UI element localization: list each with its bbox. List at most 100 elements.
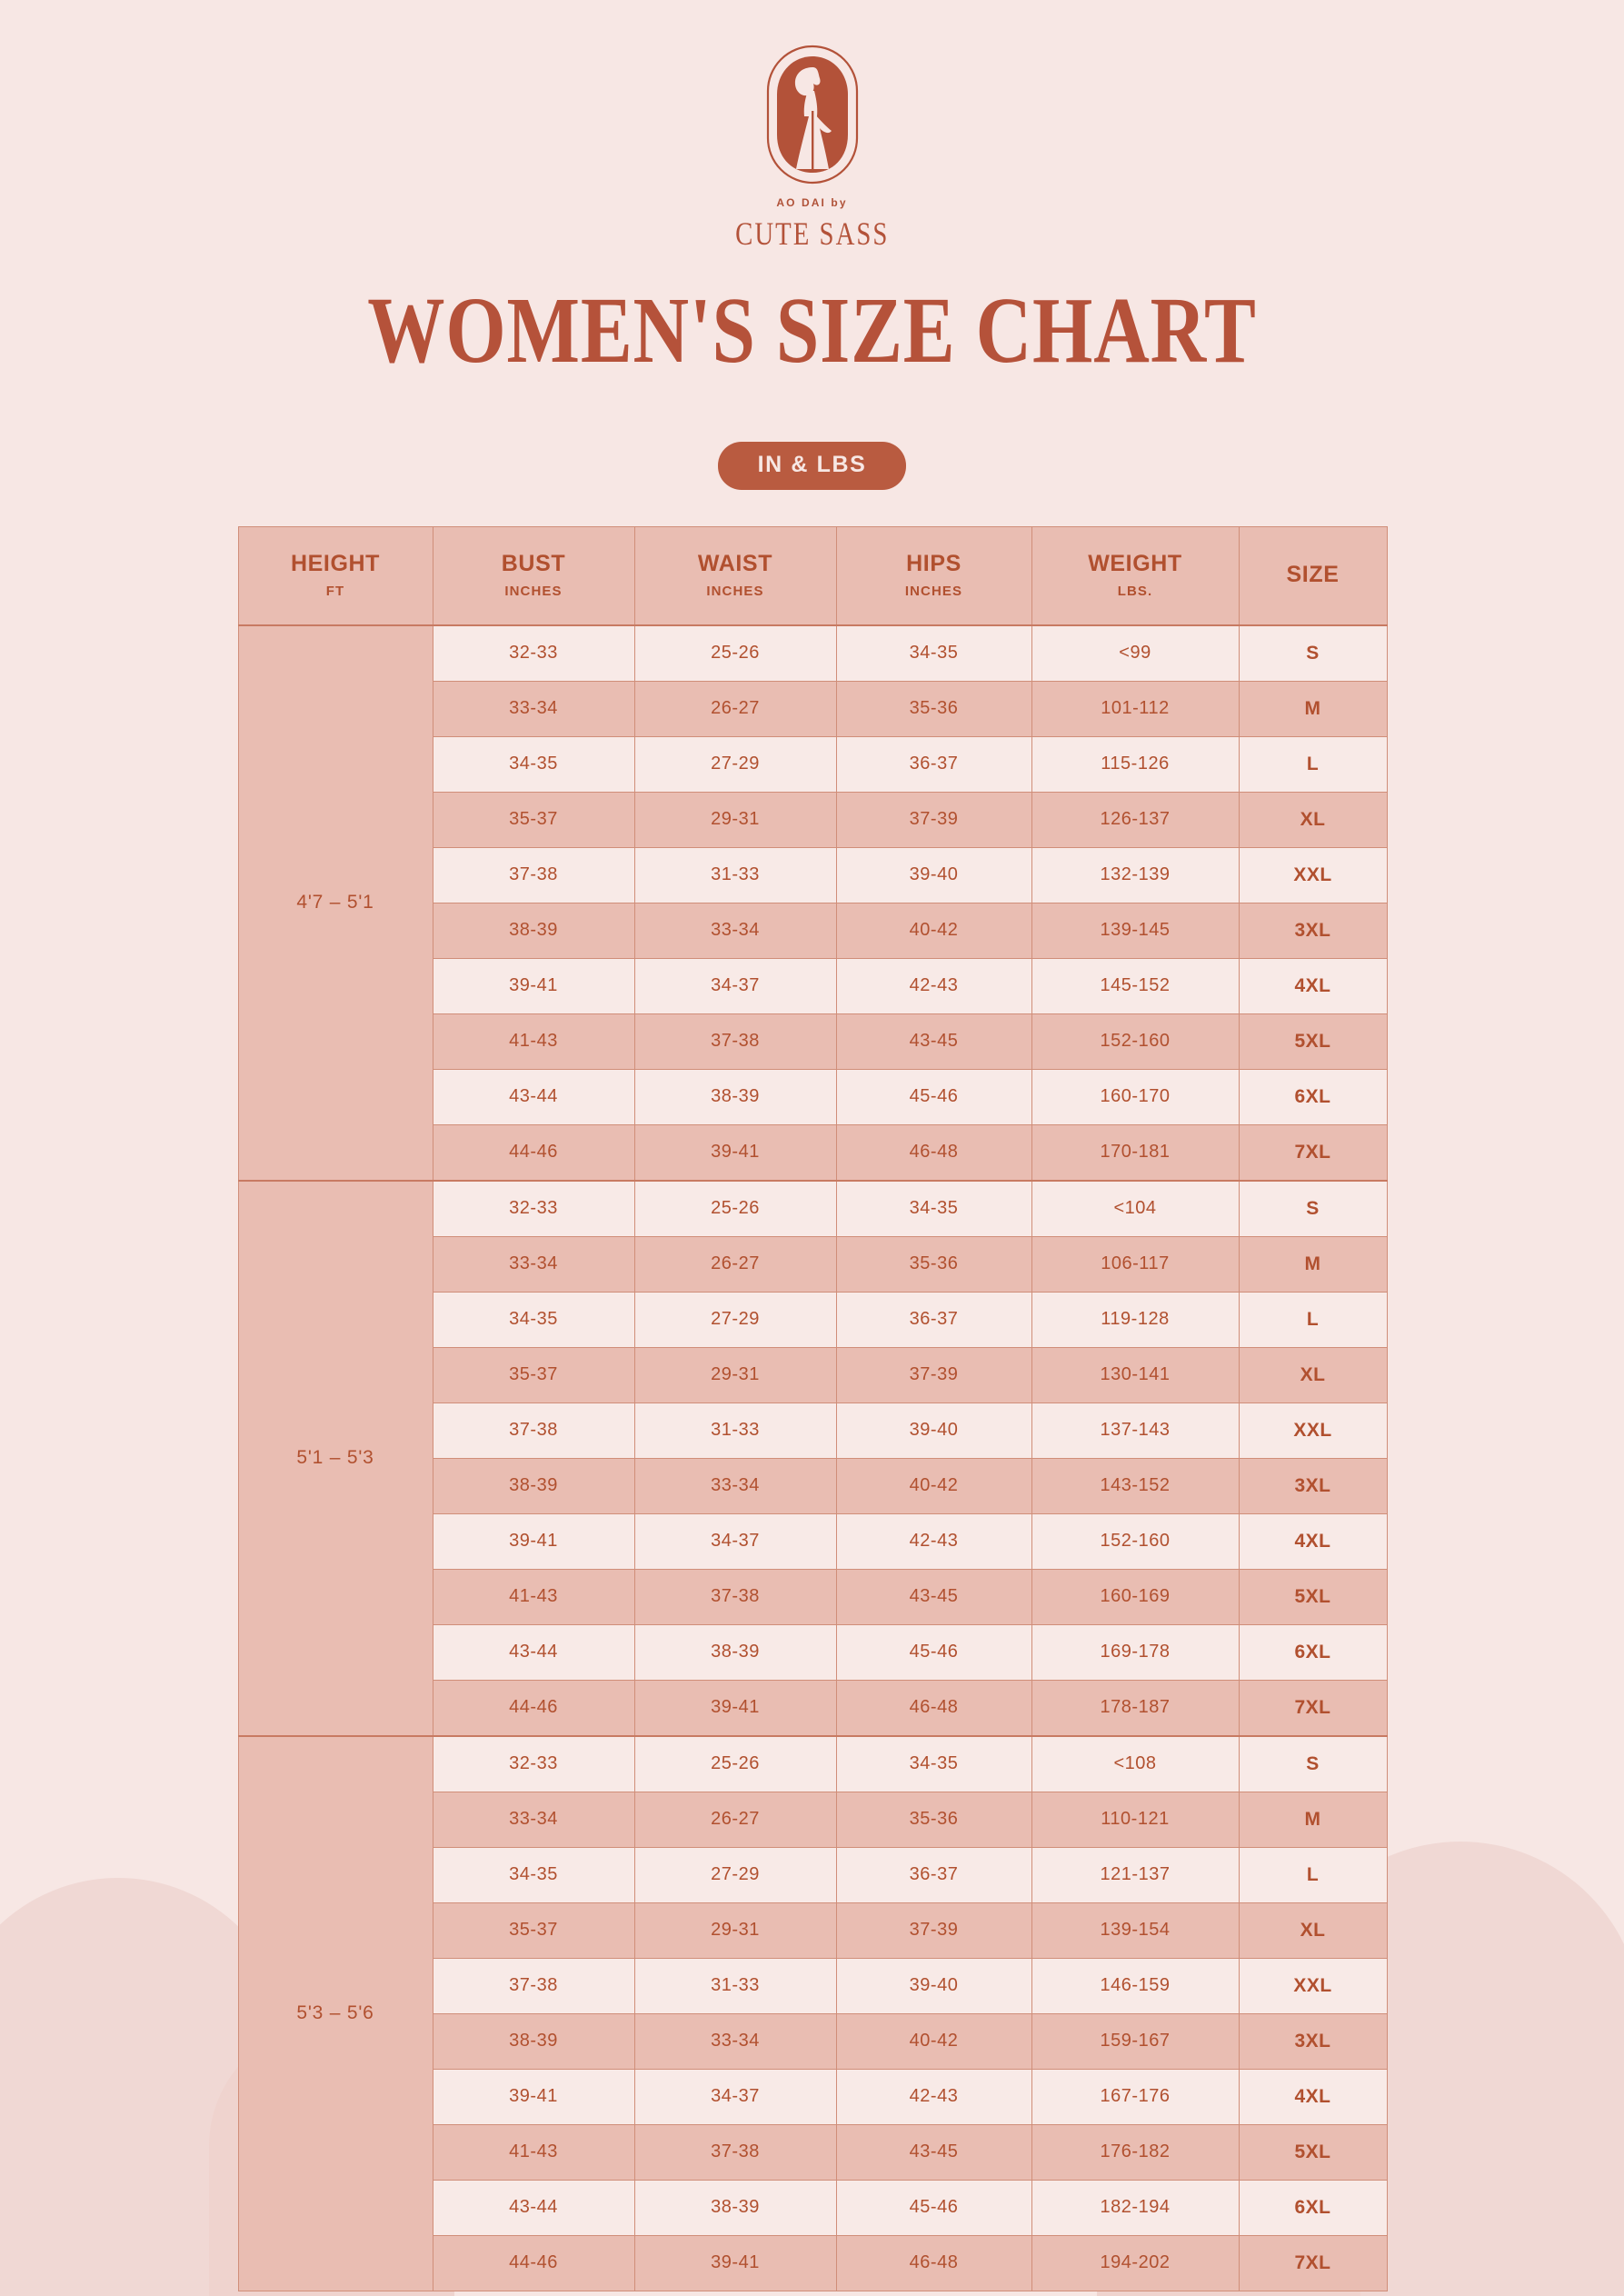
cell-hips: 37-39 (835, 791, 1032, 848)
cell-size: 7XL (1238, 1123, 1388, 1182)
cell-weight: 110-121 (1031, 1791, 1240, 1848)
unit-badge: IN & LBS (717, 441, 907, 490)
cell-bust: 32-33 (432, 1179, 635, 1237)
cell-bust: 33-34 (432, 1235, 635, 1293)
cell-size: XL (1238, 1902, 1388, 1959)
cell-size: XXL (1238, 846, 1388, 903)
cell-size: 5XL (1238, 1013, 1388, 1070)
cell-weight: 170-181 (1031, 1123, 1240, 1182)
cell-waist: 31-33 (633, 1957, 837, 2014)
cell-waist: 31-33 (633, 1402, 837, 1459)
cell-bust: 34-35 (432, 735, 635, 793)
table-row: 34-35 27-29 36-37 119-128 L (238, 1291, 1388, 1348)
cell-weight: 169-178 (1031, 1623, 1240, 1681)
cell-bust: 43-44 (432, 1623, 635, 1681)
cell-size: 5XL (1238, 2123, 1388, 2181)
cell-size: 7XL (1238, 1679, 1388, 1737)
cell-weight: 119-128 (1031, 1291, 1240, 1348)
cell-hips: 45-46 (835, 1068, 1032, 1125)
cell-bust: 38-39 (432, 902, 635, 959)
cell-waist: 25-26 (633, 624, 837, 682)
cell-weight: 152-160 (1031, 1512, 1240, 1570)
cell-bust: 33-34 (432, 680, 635, 737)
cell-weight: 152-160 (1031, 1013, 1240, 1070)
cell-size: 3XL (1238, 1457, 1388, 1514)
table-body: 4'7 – 5'1 32-33 25-26 34-35 <99 S 33-34 26-27 35… (237, 624, 1388, 2291)
table-row: 33-34 26-27 35-36 101-112 M (238, 680, 1388, 737)
cell-bust: 34-35 (432, 1846, 635, 1903)
cell-size: XXL (1238, 1402, 1388, 1459)
cell-hips: 37-39 (835, 1346, 1032, 1403)
height-group-label: 5'1 – 5'3 (237, 1179, 433, 1737)
cell-size: 6XL (1238, 2179, 1388, 2236)
column-header-weight: WEIGHT LBS. (1031, 525, 1240, 626)
cell-size: 5XL (1238, 1568, 1388, 1625)
cell-size: XL (1238, 1346, 1388, 1403)
cell-weight: <104 (1031, 1179, 1240, 1237)
table-row: 37-38 31-33 39-40 137-143 XXL (238, 1402, 1388, 1459)
cell-weight: 159-167 (1031, 2012, 1240, 2070)
cell-waist: 33-34 (633, 2012, 837, 2070)
cell-hips: 43-45 (835, 2123, 1032, 2181)
size-chart-table: HEIGHT FT BUST INCHES WAIST INCHES HIPS INCHES W… (237, 525, 1388, 2291)
table-header: HEIGHT FT BUST INCHES WAIST INCHES HIPS INCHES W… (237, 525, 1388, 626)
table-row: 33-34 26-27 35-36 110-121 M (238, 1791, 1388, 1848)
table-row: 44-46 39-41 46-48 178-187 7XL (238, 1679, 1388, 1737)
cell-weight: 194-202 (1031, 2234, 1240, 2291)
cell-bust: 33-34 (432, 1791, 635, 1848)
column-header-unit: INCHES (904, 583, 963, 599)
table-row: 34-35 27-29 36-37 115-126 L (238, 735, 1388, 793)
cell-size: 6XL (1238, 1068, 1388, 1125)
cell-weight: 121-137 (1031, 1846, 1240, 1903)
page-title: WOMEN'S SIZE CHART (367, 278, 1257, 383)
table-row: 39-41 34-37 42-43 152-160 4XL (238, 1512, 1388, 1570)
cell-size: M (1238, 1235, 1388, 1293)
cell-hips: 43-45 (835, 1013, 1032, 1070)
cell-hips: 42-43 (835, 957, 1032, 1014)
cell-waist: 34-37 (633, 2068, 837, 2125)
cell-hips: 46-48 (835, 1679, 1032, 1737)
cell-waist: 29-31 (633, 1902, 837, 1959)
cell-bust: 41-43 (432, 1568, 635, 1625)
cell-waist: 26-27 (633, 1791, 837, 1848)
cell-size: L (1238, 735, 1388, 793)
size-table-container: HEIGHT FT BUST INCHES WAIST INCHES HIPS INCHES W… (237, 525, 1388, 2291)
table-row: 38-39 33-34 40-42 139-145 3XL (238, 902, 1388, 959)
cell-hips: 39-40 (835, 846, 1032, 903)
cell-hips: 36-37 (835, 1846, 1032, 1903)
cell-weight: 160-170 (1031, 1068, 1240, 1125)
cell-size: L (1238, 1291, 1388, 1348)
height-group-label: 5'3 – 5'6 (237, 1734, 433, 2291)
cell-size: 3XL (1238, 2012, 1388, 2070)
column-header-title: BUST (501, 550, 566, 576)
column-header-title: WAIST (697, 550, 773, 576)
cell-bust: 38-39 (432, 2012, 635, 2070)
table-row: 5'3 – 5'6 32-33 25-26 34-35 <108 S (237, 1734, 1388, 2291)
cell-size: S (1238, 624, 1388, 682)
table-row: 43-44 38-39 45-46 169-178 6XL (238, 1623, 1388, 1681)
cell-bust: 39-41 (432, 957, 635, 1014)
cell-size: 6XL (1238, 1623, 1388, 1681)
cell-hips: 35-36 (835, 680, 1032, 737)
cell-weight: 115-126 (1031, 735, 1240, 793)
cell-waist: 37-38 (633, 1013, 837, 1070)
column-header-unit: INCHES (504, 583, 563, 599)
table-row: 35-37 29-31 37-39 130-141 XL (238, 1346, 1388, 1403)
cell-weight: <99 (1031, 624, 1240, 682)
table-row: 43-44 38-39 45-46 160-170 6XL (238, 1068, 1388, 1125)
cell-waist: 38-39 (633, 1623, 837, 1681)
cell-bust: 39-41 (432, 2068, 635, 2125)
cell-hips: 34-35 (835, 1179, 1032, 1237)
cell-weight: 132-139 (1031, 846, 1240, 903)
brand-logo: AO DAI by CUTE SASS (0, 0, 1624, 253)
cell-hips: 36-37 (835, 1291, 1032, 1348)
cell-waist: 31-33 (633, 846, 837, 903)
cell-waist: 39-41 (633, 2234, 837, 2291)
cell-size: S (1238, 1179, 1388, 1237)
cell-bust: 41-43 (432, 2123, 635, 2181)
cell-waist: 38-39 (633, 2179, 837, 2236)
cell-size: XXL (1238, 1957, 1388, 2014)
cell-waist: 33-34 (633, 1457, 837, 1514)
cell-weight: 167-176 (1031, 2068, 1240, 2125)
